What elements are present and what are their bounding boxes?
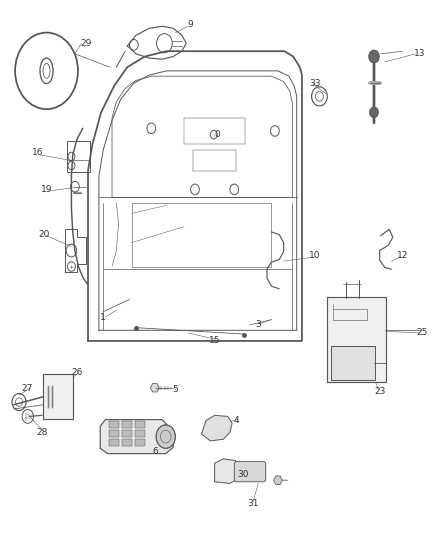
Text: 20: 20 xyxy=(39,230,50,239)
FancyBboxPatch shape xyxy=(234,462,266,482)
FancyBboxPatch shape xyxy=(135,439,145,446)
Text: 1: 1 xyxy=(100,312,106,321)
FancyBboxPatch shape xyxy=(122,430,132,437)
Text: 26: 26 xyxy=(71,368,83,377)
Text: 5: 5 xyxy=(173,385,178,394)
Circle shape xyxy=(369,50,379,63)
Text: 15: 15 xyxy=(209,336,220,345)
Polygon shape xyxy=(150,383,159,392)
FancyBboxPatch shape xyxy=(327,297,386,382)
Text: 31: 31 xyxy=(247,498,259,507)
Text: 13: 13 xyxy=(414,50,426,58)
Polygon shape xyxy=(201,415,232,441)
Text: 30: 30 xyxy=(237,471,249,479)
Text: 6: 6 xyxy=(153,447,159,456)
FancyBboxPatch shape xyxy=(122,421,132,428)
Polygon shape xyxy=(100,419,174,454)
Text: 19: 19 xyxy=(41,185,52,194)
FancyBboxPatch shape xyxy=(135,430,145,437)
Text: 10: 10 xyxy=(309,252,321,260)
FancyBboxPatch shape xyxy=(109,430,119,437)
Text: 25: 25 xyxy=(417,328,428,337)
Text: 28: 28 xyxy=(36,428,48,437)
FancyBboxPatch shape xyxy=(109,421,119,428)
Circle shape xyxy=(156,425,175,448)
Text: 16: 16 xyxy=(32,148,43,157)
Polygon shape xyxy=(274,476,283,484)
Circle shape xyxy=(370,107,378,118)
FancyBboxPatch shape xyxy=(135,421,145,428)
Text: 0: 0 xyxy=(214,130,220,139)
Text: 3: 3 xyxy=(255,320,261,329)
Text: 29: 29 xyxy=(80,39,92,48)
FancyBboxPatch shape xyxy=(331,346,375,380)
FancyBboxPatch shape xyxy=(42,374,73,419)
Text: 4: 4 xyxy=(233,416,239,425)
FancyBboxPatch shape xyxy=(109,439,119,446)
Text: 9: 9 xyxy=(188,20,194,29)
Text: 12: 12 xyxy=(397,252,408,260)
FancyBboxPatch shape xyxy=(122,439,132,446)
Text: 23: 23 xyxy=(375,387,386,396)
Polygon shape xyxy=(215,459,240,483)
Text: 27: 27 xyxy=(21,384,32,393)
Text: 33: 33 xyxy=(309,78,321,87)
